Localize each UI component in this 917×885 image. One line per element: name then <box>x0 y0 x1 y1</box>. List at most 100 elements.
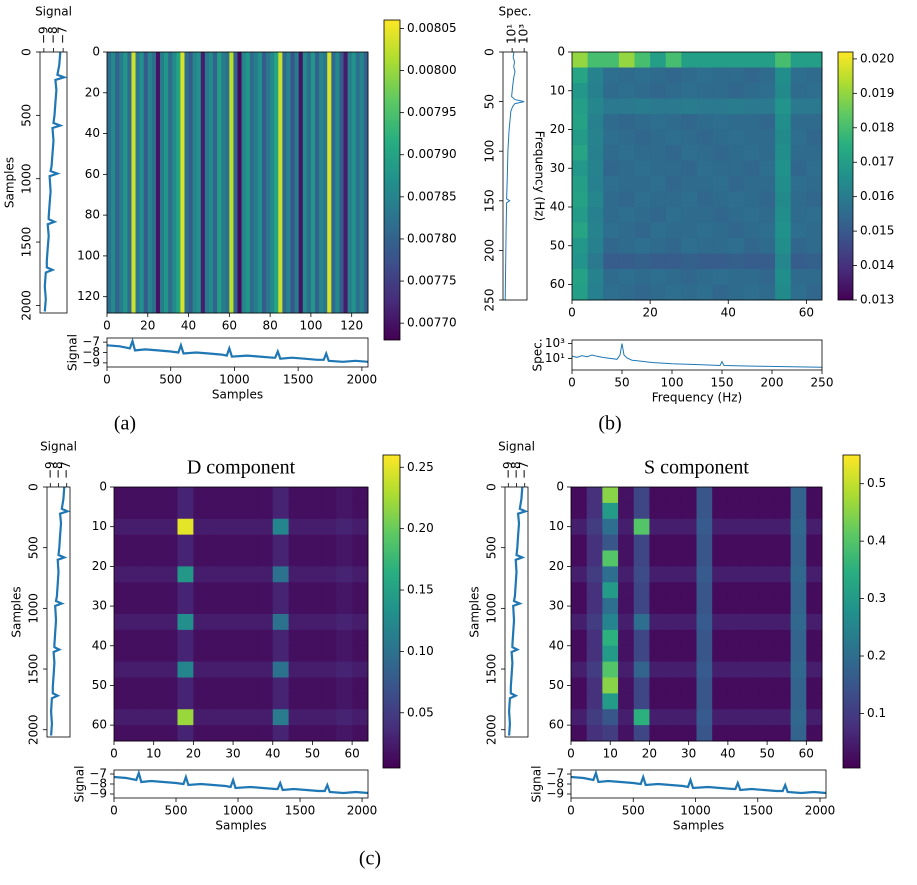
tick-label: 60 <box>92 718 107 732</box>
heatmap-cell <box>759 693 776 710</box>
heatmap-cell <box>727 709 744 726</box>
heatmap-cell <box>728 253 745 270</box>
heatmap-cell <box>145 677 163 694</box>
heatmap-cell <box>603 114 620 130</box>
tick-label: 0.00805 <box>407 21 457 35</box>
tick-label: 2000 <box>485 714 499 745</box>
heatmap-cell <box>618 145 635 161</box>
heatmap-cell <box>288 598 305 615</box>
heatmap-cell <box>633 598 650 615</box>
tick-label: 500 <box>27 536 41 559</box>
heatmap-cell <box>633 582 650 599</box>
heatmap-cell <box>665 725 682 742</box>
heatmap-cell <box>806 487 823 504</box>
heatmap-cell <box>272 709 290 726</box>
heatmap-cell <box>697 83 714 99</box>
heatmap-cell <box>649 582 666 599</box>
heatmap-cell <box>774 518 792 536</box>
heatmap-cell <box>633 502 650 520</box>
heatmap-cell <box>587 160 604 177</box>
heatmap-cell <box>790 534 807 551</box>
axis-label: Signal <box>66 334 80 371</box>
heatmap-cell <box>352 598 369 615</box>
heatmap-cell <box>696 693 713 710</box>
tick-label: 0.10 <box>407 644 434 658</box>
heatmap-cell <box>649 598 666 615</box>
heatmap-cell <box>587 284 604 301</box>
heatmap-cell <box>774 709 792 726</box>
heatmap-cell <box>759 645 776 663</box>
heatmap-cell <box>603 207 620 223</box>
heatmap-cell <box>743 629 760 647</box>
heatmap-cell <box>336 645 353 663</box>
heatmap-cell <box>256 598 274 615</box>
heatmap-cell <box>288 566 305 583</box>
heatmap-cell <box>145 487 163 504</box>
heatmap-cell <box>743 566 760 583</box>
heatmap-cell <box>712 502 729 520</box>
tick-label: −7 <box>82 335 100 349</box>
heatmap-cell <box>209 677 226 694</box>
heatmap-cell <box>129 518 147 536</box>
heatmap-cell <box>727 550 744 567</box>
tick-label: 2000 <box>347 373 378 387</box>
heatmap-cell <box>177 502 194 520</box>
heatmap-cell <box>728 207 745 223</box>
axis-label: Samples <box>3 157 17 208</box>
heatmap-cell <box>633 614 650 631</box>
heatmap-cell <box>336 598 353 615</box>
heatmap-cell <box>743 598 760 615</box>
heatmap-cell <box>759 160 776 177</box>
heatmap-cell <box>712 550 729 567</box>
heatmap-cell <box>806 129 823 146</box>
heatmap-cell <box>633 645 650 663</box>
heatmap-cell <box>681 207 698 223</box>
heatmap-cell <box>193 661 210 678</box>
heatmap-cell <box>571 518 588 536</box>
heatmap-cell <box>790 502 807 520</box>
heatmap-cell <box>209 582 226 599</box>
tick-label: 0.018 <box>860 120 894 134</box>
heatmap-cell <box>634 269 651 285</box>
heatmap-cell <box>649 566 666 583</box>
heatmap-cell <box>586 550 603 567</box>
heatmap-cell <box>665 661 682 678</box>
heatmap-cell <box>759 98 776 115</box>
heatmap-cell <box>618 191 635 208</box>
heatmap-cell <box>759 582 776 599</box>
tick-label: 50 <box>92 678 107 692</box>
heatmap-cell <box>304 518 321 536</box>
heatmap-cell <box>650 207 667 223</box>
heatmap-cell <box>681 191 698 208</box>
axis-label: Frequency (Hz) <box>652 391 743 405</box>
tick-label: 50 <box>614 376 629 390</box>
heatmap-cell <box>209 534 226 551</box>
heatmap-cell <box>161 566 178 583</box>
heatmap-cell <box>743 677 760 694</box>
tick-label: −7 <box>59 461 73 479</box>
tick-label: 20 <box>550 122 565 136</box>
heatmap-cell <box>253 52 259 314</box>
heatmap-cell <box>790 222 807 239</box>
heatmap-cell <box>288 487 305 504</box>
plot-frame <box>113 486 369 742</box>
tick-label: 0 <box>110 804 118 818</box>
heatmap-cell <box>143 52 149 314</box>
heatmap-cell <box>288 502 305 520</box>
heatmap-cell <box>618 176 635 192</box>
heatmap-cell <box>774 677 792 694</box>
heatmap-cell <box>790 518 807 536</box>
heatmap-cell <box>665 566 682 583</box>
heatmap-cell <box>665 629 682 647</box>
heatmap-cell <box>343 52 349 314</box>
heatmap-cell <box>728 52 745 68</box>
tick-label: 0.3 <box>867 591 886 605</box>
heatmap-cell <box>759 550 776 567</box>
heatmap-cell <box>602 677 619 694</box>
heatmap-cell <box>602 661 619 678</box>
heatmap-cell <box>177 550 194 567</box>
heatmap-cell <box>572 98 589 115</box>
heatmap-cell <box>696 709 713 726</box>
heatmap-cell <box>806 83 823 99</box>
heatmap-cell <box>587 269 604 285</box>
